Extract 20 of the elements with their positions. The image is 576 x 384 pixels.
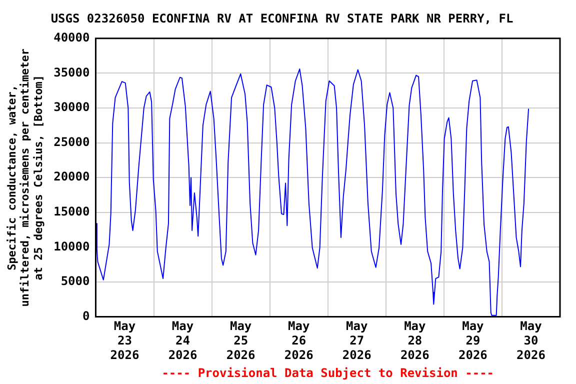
y-tick-label: 40000 xyxy=(54,30,90,45)
y-tick-label: 20000 xyxy=(54,170,90,184)
x-tick-label: May 25 2026 xyxy=(226,319,256,362)
x-tick-label: May 29 2026 xyxy=(458,319,488,362)
y-tick-label: 25000 xyxy=(54,134,90,149)
x-tick-label: May 24 2026 xyxy=(168,319,198,362)
y-axis-title: Specific conductance, water, unfiltered, microsiemens per centimeter at 25 degrees Celsius, [Bottom] xyxy=(5,48,45,307)
y-tick-label: 10000 xyxy=(54,239,90,254)
chart-title: USGS 02326050 ECONFINA RV AT ECONFINA RV STATE PARK NR PERRY, FL xyxy=(50,11,514,26)
y-tick-label: 30000 xyxy=(54,100,90,114)
y-tick-label: 15000 xyxy=(54,204,90,219)
x-tick-label: May 23 2026 xyxy=(110,319,140,362)
y-tick-label: 35000 xyxy=(54,65,90,80)
x-tick-label: May 27 2026 xyxy=(342,319,372,362)
text: ---- Provisional Data Subject to Revision ---- xyxy=(162,366,494,380)
x-tick-label: May 26 2026 xyxy=(284,319,314,362)
x-tick-label: May 30 2026 xyxy=(516,319,546,362)
y-tick-label: 0 xyxy=(82,308,90,323)
x-tick-label: May 28 2026 xyxy=(400,319,430,362)
y-tick-label: 5000 xyxy=(60,274,90,288)
